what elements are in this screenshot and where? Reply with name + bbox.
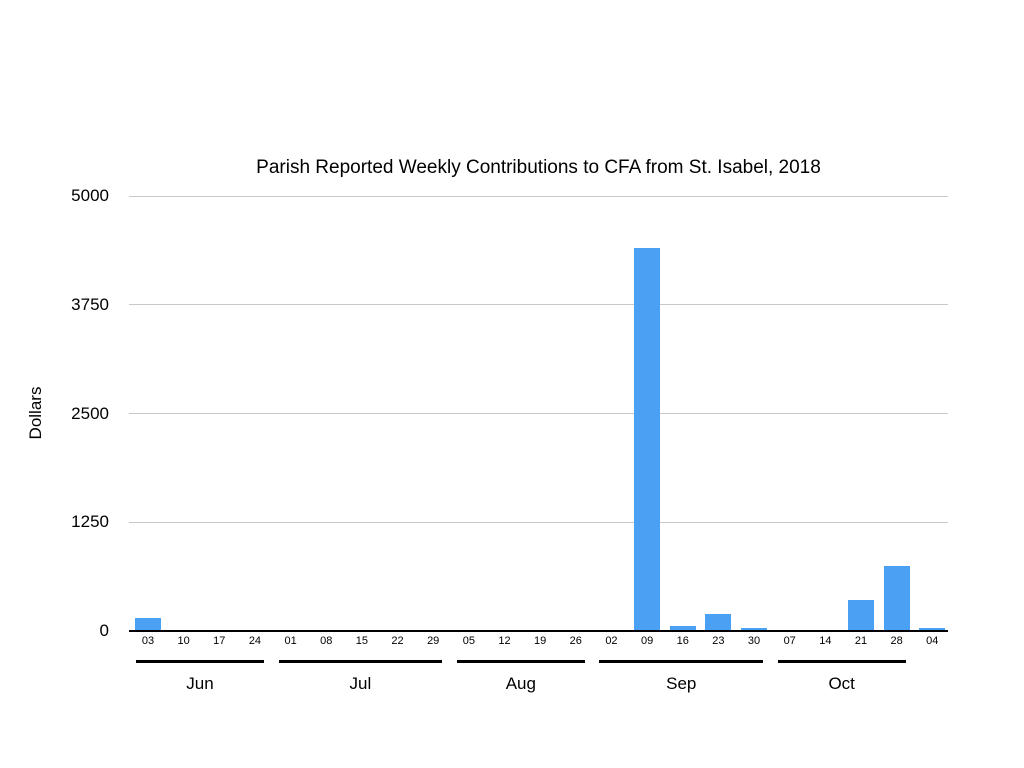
x-tick-label: 05: [462, 635, 475, 647]
x-tick-label: 09: [640, 635, 654, 647]
x-tick-label: 07: [783, 635, 796, 647]
x-tick-label: 01: [284, 635, 297, 647]
x-tick-label: 21: [854, 635, 868, 647]
y-tick-label: 3750: [71, 294, 109, 314]
gridline: [129, 304, 948, 306]
y-tick-label: 2500: [71, 403, 109, 423]
x-tick-label: 17: [213, 635, 226, 647]
gridline: [129, 521, 948, 523]
x-tick-label: 29: [427, 635, 440, 647]
month-label: Jun: [186, 674, 214, 693]
bar: [634, 248, 661, 631]
month-label: Aug: [505, 674, 536, 693]
x-tick-label: 03: [141, 635, 155, 647]
month-underline: [777, 660, 906, 663]
y-tick-label: 1250: [71, 512, 109, 532]
x-axis-line: [129, 629, 948, 632]
x-tick-label: 15: [355, 635, 369, 647]
x-tick-label: 08: [320, 635, 333, 647]
x-tick-label: 26: [569, 635, 582, 647]
gridline: [129, 195, 948, 197]
x-tick-label: 12: [498, 635, 511, 647]
x-tick-label: 14: [819, 635, 832, 647]
month-underline: [136, 660, 264, 663]
month-underline: [278, 660, 443, 663]
x-tick-label: 23: [712, 635, 725, 647]
x-tick-label: 10: [177, 635, 190, 647]
month-label: Oct: [828, 674, 855, 693]
month-underline: [456, 660, 585, 663]
x-tick-label: 02: [605, 635, 618, 647]
x-tick-label: 24: [248, 635, 262, 647]
x-tick-label: 22: [391, 635, 404, 647]
month-label: Jul: [349, 674, 372, 693]
month-label: Sep: [666, 674, 697, 693]
y-tick-label: 5000: [71, 186, 109, 205]
bar: [669, 625, 696, 631]
x-tick-label: 28: [890, 635, 903, 647]
x-tick-label: 19: [534, 635, 547, 647]
plot-area: 0 1250 2500 3750 5000 03 10 17 24 Jun 01 08 15 22 29 Ju…: [71, 186, 948, 693]
bar: [848, 599, 874, 631]
month-underline: [599, 660, 764, 663]
bar: [135, 617, 161, 631]
y-tick-label: 0: [99, 621, 109, 640]
bar: [883, 565, 910, 631]
x-tick-label: 04: [926, 635, 939, 647]
x-tick-label: 30: [747, 635, 761, 647]
bar: [919, 627, 946, 631]
gridline: [129, 413, 948, 414]
x-tick-label: 16: [676, 635, 689, 647]
chart-title: Parish Reported Weekly Contributions to …: [256, 157, 821, 178]
bar: [705, 613, 732, 631]
bar: [741, 627, 768, 631]
